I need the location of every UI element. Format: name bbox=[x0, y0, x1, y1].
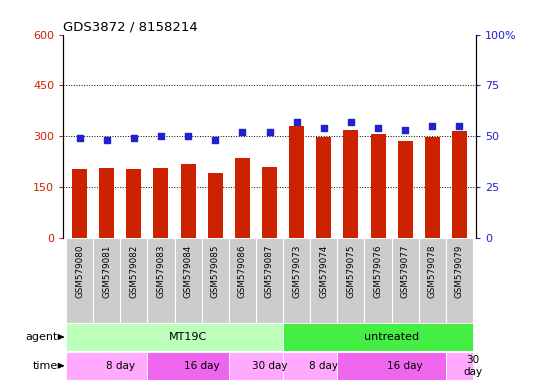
Point bbox=[238, 129, 247, 135]
Bar bbox=[66, 238, 93, 323]
Text: GSM579077: GSM579077 bbox=[401, 245, 410, 298]
Bar bbox=[425, 137, 440, 238]
Text: GSM579082: GSM579082 bbox=[129, 245, 138, 298]
Bar bbox=[316, 137, 331, 238]
Point bbox=[75, 135, 84, 141]
Bar bbox=[398, 141, 412, 238]
Text: GSM579076: GSM579076 bbox=[373, 245, 383, 298]
Point bbox=[428, 123, 437, 129]
Bar bbox=[66, 352, 147, 379]
Text: GSM579080: GSM579080 bbox=[75, 245, 84, 298]
Point bbox=[401, 127, 410, 133]
Point bbox=[455, 123, 464, 129]
Bar bbox=[174, 238, 202, 323]
Text: GSM579083: GSM579083 bbox=[156, 245, 166, 298]
Bar bbox=[446, 238, 473, 323]
Bar bbox=[392, 238, 419, 323]
Bar bbox=[283, 352, 337, 379]
Bar bbox=[310, 238, 337, 323]
Text: GSM579078: GSM579078 bbox=[428, 245, 437, 298]
Bar bbox=[208, 173, 223, 238]
Text: MT19C: MT19C bbox=[169, 332, 207, 342]
Text: GSM579081: GSM579081 bbox=[102, 245, 111, 298]
Bar bbox=[229, 238, 256, 323]
Point bbox=[129, 135, 138, 141]
Bar bbox=[153, 168, 168, 238]
Point bbox=[211, 137, 219, 144]
Text: GSM579074: GSM579074 bbox=[320, 245, 328, 298]
Point bbox=[373, 125, 382, 131]
Text: GSM579087: GSM579087 bbox=[265, 245, 274, 298]
Text: time: time bbox=[32, 361, 58, 371]
Bar bbox=[180, 164, 196, 238]
Text: GSM579073: GSM579073 bbox=[292, 245, 301, 298]
Point bbox=[157, 133, 166, 139]
Bar bbox=[66, 323, 283, 351]
Bar bbox=[235, 158, 250, 238]
Bar bbox=[93, 238, 120, 323]
Text: GSM579079: GSM579079 bbox=[455, 245, 464, 298]
Bar bbox=[120, 238, 147, 323]
Bar bbox=[283, 238, 310, 323]
Text: 16 day: 16 day bbox=[387, 361, 423, 371]
Text: 8 day: 8 day bbox=[106, 361, 135, 371]
Bar bbox=[126, 169, 141, 238]
Text: GDS3872 / 8158214: GDS3872 / 8158214 bbox=[63, 20, 198, 33]
Text: GSM579086: GSM579086 bbox=[238, 245, 247, 298]
Point bbox=[292, 119, 301, 125]
Text: 16 day: 16 day bbox=[184, 361, 219, 371]
Point bbox=[184, 133, 192, 139]
Bar bbox=[365, 238, 392, 323]
Bar bbox=[256, 238, 283, 323]
Text: agent: agent bbox=[25, 332, 58, 342]
Bar bbox=[337, 352, 446, 379]
Bar bbox=[289, 126, 304, 238]
Point bbox=[346, 119, 355, 125]
Bar bbox=[371, 134, 386, 238]
Point bbox=[265, 129, 274, 135]
Bar bbox=[262, 167, 277, 238]
Bar bbox=[283, 323, 473, 351]
Bar bbox=[147, 352, 229, 379]
Text: 30 day: 30 day bbox=[252, 361, 287, 371]
Text: 30
day: 30 day bbox=[464, 355, 482, 377]
Bar bbox=[72, 169, 87, 238]
Bar bbox=[229, 352, 283, 379]
Bar bbox=[446, 352, 473, 379]
Bar bbox=[419, 238, 446, 323]
Point bbox=[320, 125, 328, 131]
Bar bbox=[337, 238, 365, 323]
Text: 8 day: 8 day bbox=[309, 361, 338, 371]
Bar bbox=[343, 130, 359, 238]
Text: GSM579084: GSM579084 bbox=[184, 245, 192, 298]
Bar bbox=[99, 168, 114, 238]
Point bbox=[102, 137, 111, 144]
Bar bbox=[147, 238, 174, 323]
Bar bbox=[452, 131, 467, 238]
Text: untreated: untreated bbox=[364, 332, 419, 342]
Text: GSM579085: GSM579085 bbox=[211, 245, 219, 298]
Text: GSM579075: GSM579075 bbox=[346, 245, 355, 298]
Bar bbox=[202, 238, 229, 323]
